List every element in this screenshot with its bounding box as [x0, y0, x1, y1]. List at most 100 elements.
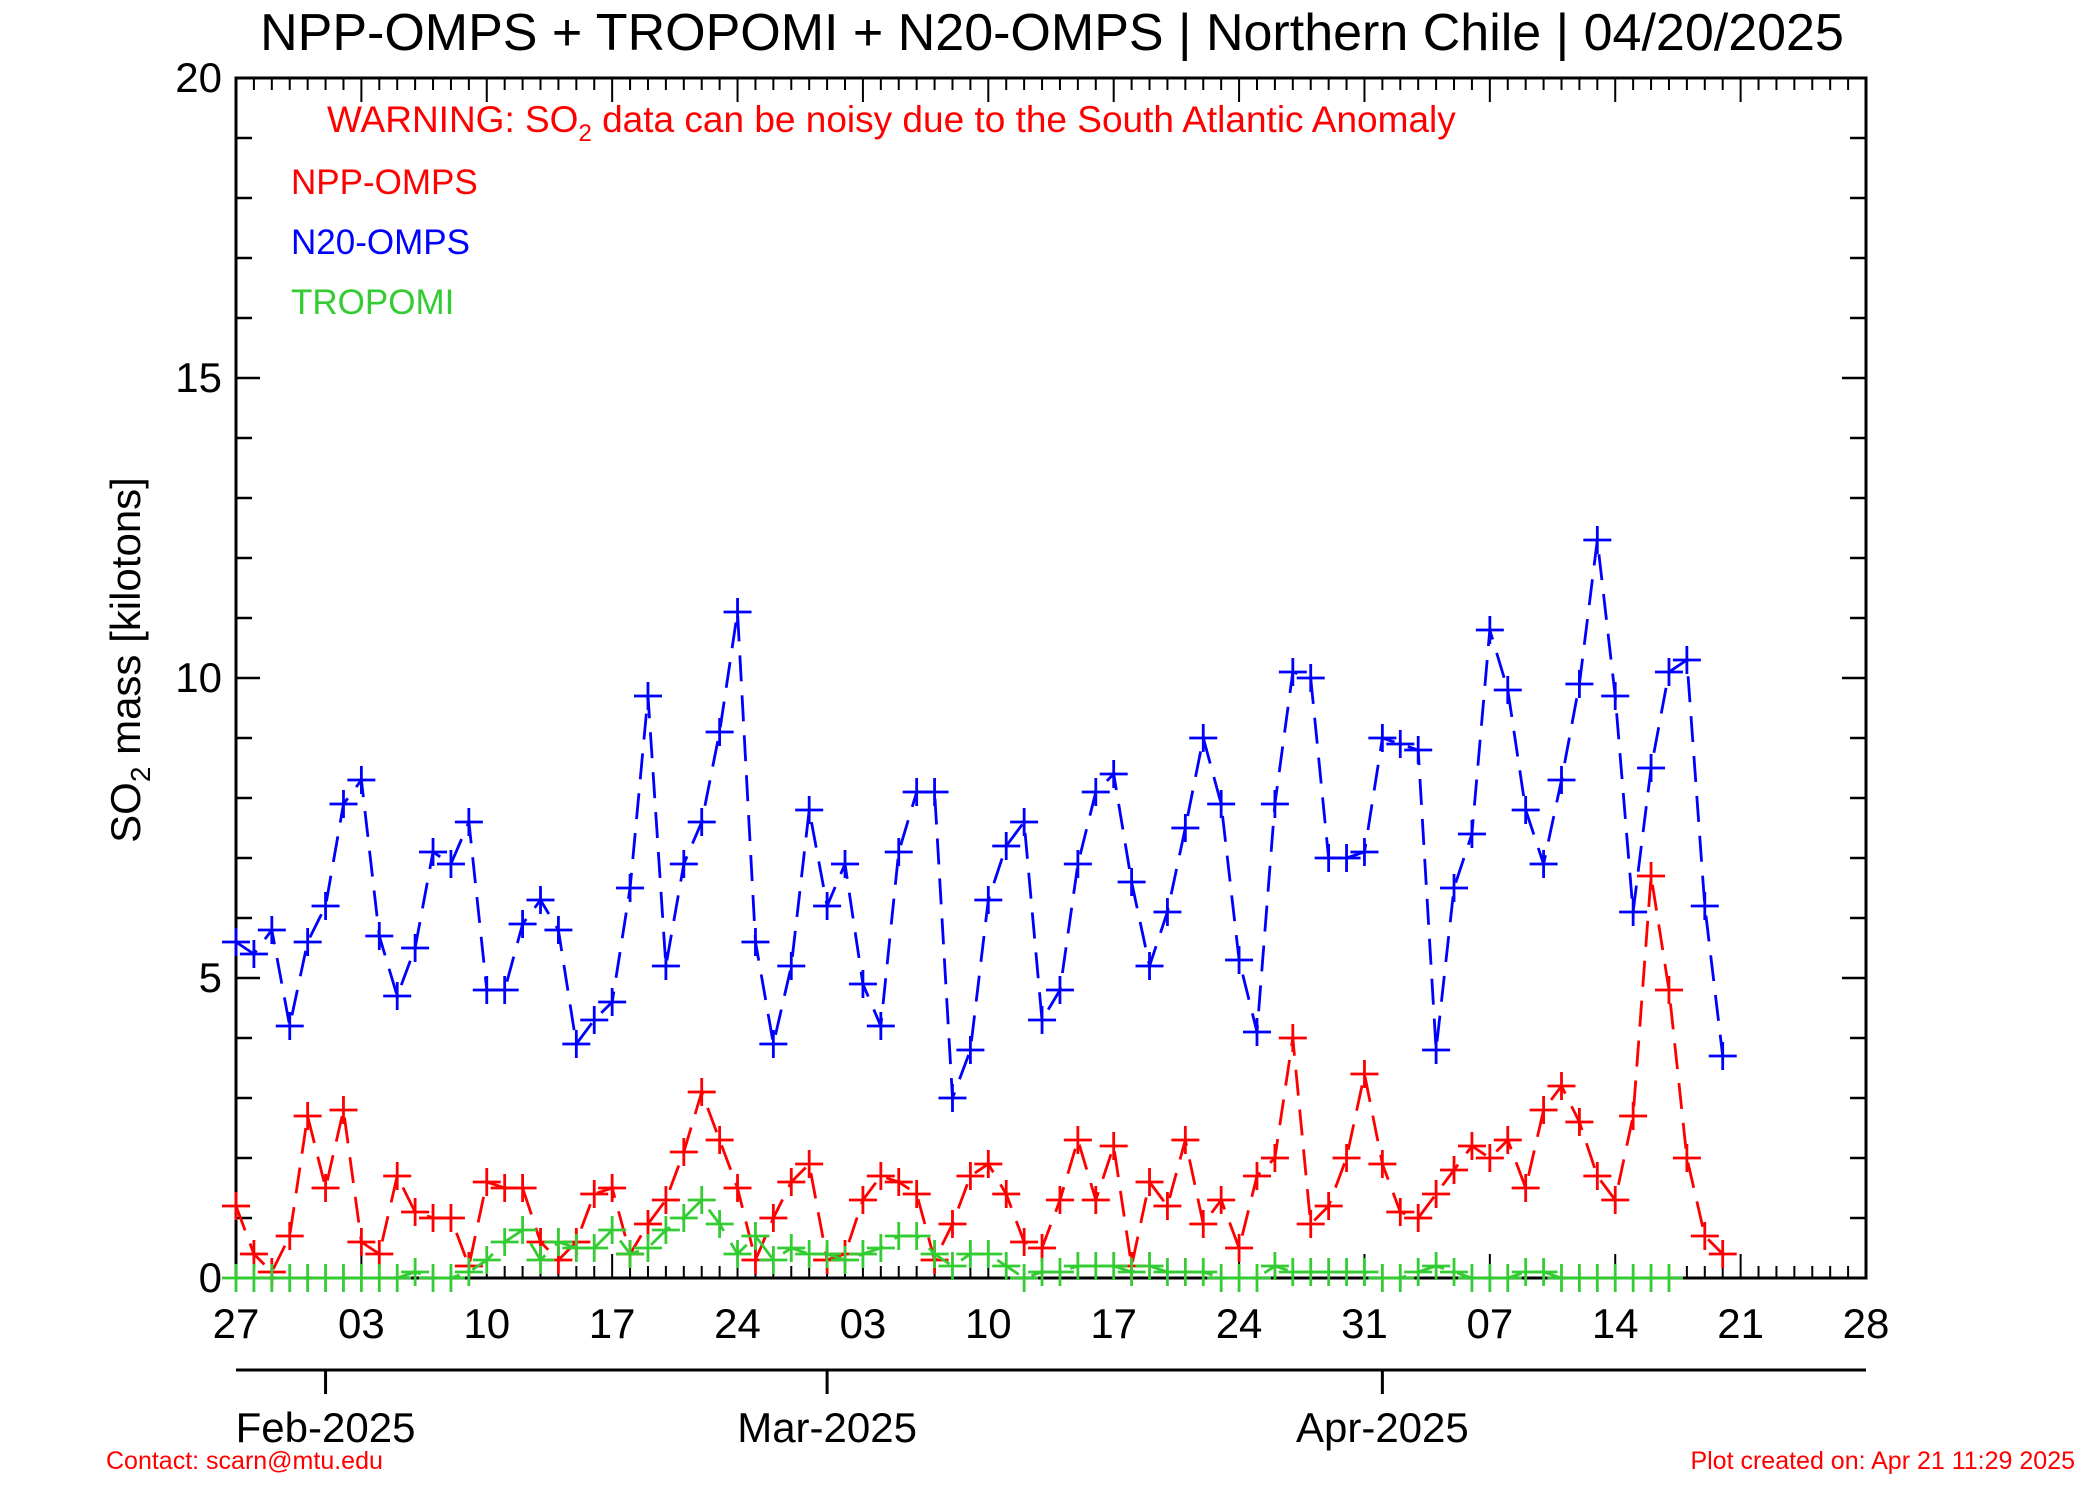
data-point-tropomi	[974, 1240, 1003, 1268]
data-point-n20-omps	[1529, 850, 1558, 878]
x-tick-label: 17	[589, 1300, 636, 1347]
data-point-npp-omps	[436, 1204, 465, 1232]
data-point-n20-omps	[1242, 1018, 1271, 1046]
data-point-tropomi	[1350, 1258, 1379, 1286]
data-point-n20-omps	[1028, 1006, 1057, 1034]
data-point-tropomi	[831, 1246, 860, 1274]
data-point-n20-omps	[723, 598, 752, 626]
data-point-n20-omps	[1601, 682, 1630, 710]
data-point-npp-omps	[1547, 1072, 1576, 1100]
data-point-n20-omps	[1099, 760, 1128, 788]
data-point-n20-omps	[920, 778, 949, 806]
warning-sub: 2	[578, 120, 591, 147]
data-point-npp-omps	[1708, 1240, 1737, 1268]
data-point-n20-omps	[311, 892, 340, 920]
warning-text: WARNING: SO2 data can be noisy due to th…	[327, 99, 1456, 147]
data-point-n20-omps	[419, 838, 448, 866]
data-point-tropomi	[580, 1234, 609, 1262]
series-n20-omps	[222, 526, 1737, 1112]
data-point-tropomi	[723, 1240, 752, 1268]
data-point-n20-omps	[956, 1036, 985, 1064]
data-point-npp-omps	[956, 1162, 985, 1190]
data-point-tropomi	[1493, 1264, 1522, 1292]
data-point-n20-omps	[1619, 898, 1648, 926]
data-point-npp-omps	[1063, 1126, 1092, 1154]
data-point-npp-omps	[651, 1186, 680, 1214]
data-point-npp-omps	[1511, 1174, 1540, 1202]
data-point-npp-omps	[1350, 1060, 1379, 1088]
data-point-tropomi	[472, 1246, 501, 1274]
data-point-n20-omps	[1260, 790, 1289, 818]
data-point-n20-omps	[1654, 658, 1683, 686]
data-point-npp-omps	[938, 1210, 967, 1238]
data-point-n20-omps	[1278, 658, 1307, 686]
data-point-n20-omps	[562, 1030, 591, 1058]
data-point-npp-omps	[1565, 1108, 1594, 1136]
x-tick-label: 31	[1341, 1300, 1388, 1347]
data-point-n20-omps	[1422, 1036, 1451, 1064]
data-point-tropomi	[992, 1252, 1021, 1280]
data-point-npp-omps	[992, 1180, 1021, 1208]
data-point-npp-omps	[1386, 1198, 1415, 1226]
data-point-tropomi	[1654, 1264, 1683, 1292]
data-point-tropomi	[436, 1264, 465, 1292]
data-point-n20-omps	[1117, 868, 1146, 896]
data-point-n20-omps	[777, 952, 806, 980]
data-point-tropomi	[705, 1210, 734, 1238]
data-point-npp-omps	[902, 1180, 931, 1208]
data-point-npp-omps	[1225, 1234, 1254, 1262]
data-point-npp-omps	[1010, 1228, 1039, 1256]
data-point-tropomi	[813, 1240, 842, 1268]
data-point-npp-omps	[1690, 1222, 1719, 1250]
data-point-n20-omps	[759, 1030, 788, 1058]
data-point-npp-omps	[777, 1168, 806, 1196]
data-point-n20-omps	[1368, 724, 1397, 752]
data-point-npp-omps	[1260, 1144, 1289, 1172]
data-point-tropomi	[1422, 1252, 1451, 1280]
data-point-n20-omps	[1332, 844, 1361, 872]
data-point-n20-omps	[992, 832, 1021, 860]
data-point-tropomi	[1117, 1258, 1146, 1286]
data-point-tropomi	[902, 1222, 931, 1250]
y-tick-label: 0	[199, 1254, 222, 1301]
data-point-n20-omps	[1493, 676, 1522, 704]
data-point-tropomi	[508, 1216, 537, 1244]
y-tick-label: 20	[175, 54, 222, 101]
data-point-npp-omps	[974, 1150, 1003, 1178]
data-point-tropomi	[1242, 1264, 1271, 1292]
data-point-tropomi	[490, 1228, 519, 1256]
data-point-tropomi	[1099, 1252, 1128, 1280]
data-point-npp-omps	[508, 1174, 537, 1202]
data-point-npp-omps	[275, 1222, 304, 1250]
data-point-n20-omps	[1440, 874, 1469, 902]
data-point-npp-omps	[1654, 976, 1683, 1004]
y-tick-label: 10	[175, 654, 222, 701]
data-point-npp-omps	[1637, 862, 1666, 890]
data-point-n20-omps	[580, 1006, 609, 1034]
data-point-npp-omps	[1296, 1210, 1325, 1238]
legend-entry-npp-omps: NPP-OMPS	[291, 163, 478, 202]
data-point-tropomi	[383, 1264, 412, 1292]
data-point-tropomi	[1386, 1264, 1415, 1292]
data-point-tropomi	[687, 1186, 716, 1214]
data-point-n20-omps	[1511, 796, 1540, 824]
data-point-n20-omps	[1207, 790, 1236, 818]
legend: NPP-OMPS N20-OMPS TROPOMI	[291, 163, 478, 322]
y-axis-label-suffix: mass [kilotons]	[102, 477, 149, 766]
data-point-n20-omps	[813, 892, 842, 920]
data-point-n20-omps	[526, 886, 555, 914]
data-point-npp-omps	[1332, 1144, 1361, 1172]
data-point-npp-omps	[1672, 1144, 1701, 1172]
data-point-npp-omps	[222, 1192, 250, 1220]
x-tick-label: 03	[840, 1300, 887, 1347]
data-point-n20-omps	[1672, 646, 1701, 674]
data-point-npp-omps	[1440, 1156, 1469, 1184]
chart-title: NPP-OMPS + TROPOMI + N20-OMPS | Northern…	[260, 4, 1844, 62]
data-point-n20-omps	[508, 910, 537, 938]
data-point-n20-omps	[866, 1012, 895, 1040]
data-point-n20-omps	[1063, 850, 1092, 878]
data-point-n20-omps	[938, 1084, 967, 1112]
data-point-tropomi	[938, 1252, 967, 1280]
data-point-tropomi	[848, 1240, 877, 1268]
series-line-n20-omps	[235, 539, 1725, 1099]
